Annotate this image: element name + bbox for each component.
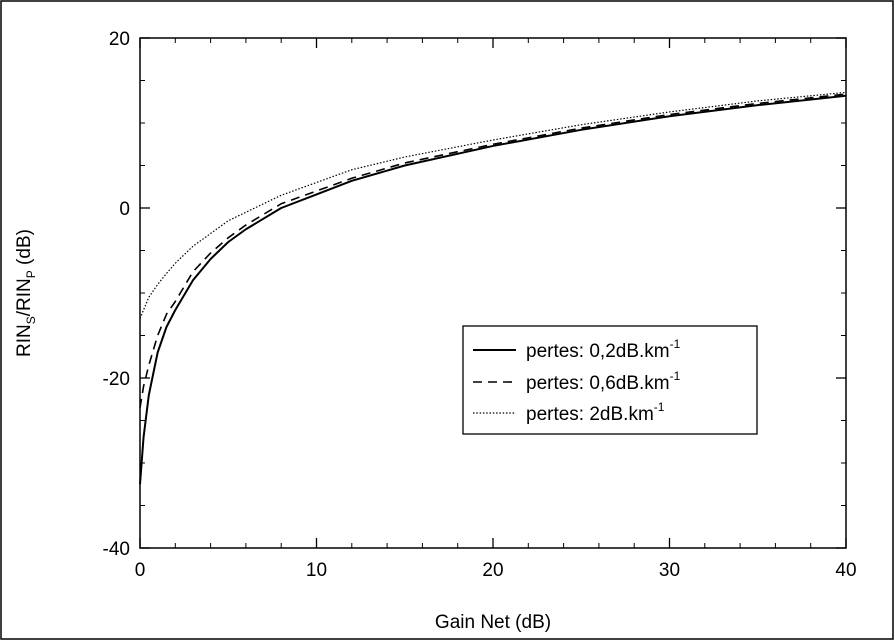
legend-label-series-3: pertes: 2dB.km-1 <box>526 400 665 425</box>
x-tick-label-2: 20 <box>482 560 503 581</box>
legend-series-3-name: pertes: 2dB.km <box>526 404 654 425</box>
series-line-3 <box>139 91 847 319</box>
y-tick-label-2: 0 <box>119 199 130 220</box>
legend-series-2-name: pertes: 0,6dB.km <box>526 373 670 394</box>
legend-series-2-sup: -1 <box>670 369 681 383</box>
y-tick-label-0: -40 <box>103 539 130 560</box>
x-axis-label: Gain Net (dB) <box>435 612 551 633</box>
series-line-1 <box>139 94 847 485</box>
legend-series-1-sup: -1 <box>670 337 681 351</box>
y-axis-label: RINS/RINP (dB) <box>14 229 38 357</box>
x-tick-label-0: 0 <box>135 560 146 581</box>
tick-labels: 0 10 20 30 40 -40 -20 0 20 <box>103 29 857 581</box>
axis-ticks <box>139 37 847 549</box>
plot-frame <box>139 37 847 549</box>
y-tick-label-3: 20 <box>109 29 130 50</box>
legend-label-series-2: pertes: 0,6dB.km-1 <box>526 369 681 394</box>
legend: pertes: 0,2dB.km-1 pertes: 0,6dB.km-1 pe… <box>462 325 758 435</box>
y-label-sub-2: P <box>24 270 38 278</box>
series-layer <box>139 91 847 485</box>
y-tick-label-1: -20 <box>103 369 130 390</box>
x-tick-label-1: 10 <box>306 560 327 581</box>
y-label-part-1: RIN <box>14 324 35 357</box>
series-line-2 <box>139 93 847 408</box>
x-tick-label-3: 30 <box>659 560 680 581</box>
y-label-part-2: /RIN <box>14 278 35 316</box>
y-label-sub-1: S <box>24 316 38 324</box>
x-tick-label-4: 40 <box>835 560 856 581</box>
legend-series-1-name: pertes: 0,2dB.km <box>526 341 670 362</box>
y-label-part-3: (dB) <box>14 229 35 270</box>
legend-label-series-1: pertes: 0,2dB.km-1 <box>526 337 681 362</box>
legend-series-3-sup: -1 <box>654 400 665 414</box>
legend-box <box>462 325 758 435</box>
